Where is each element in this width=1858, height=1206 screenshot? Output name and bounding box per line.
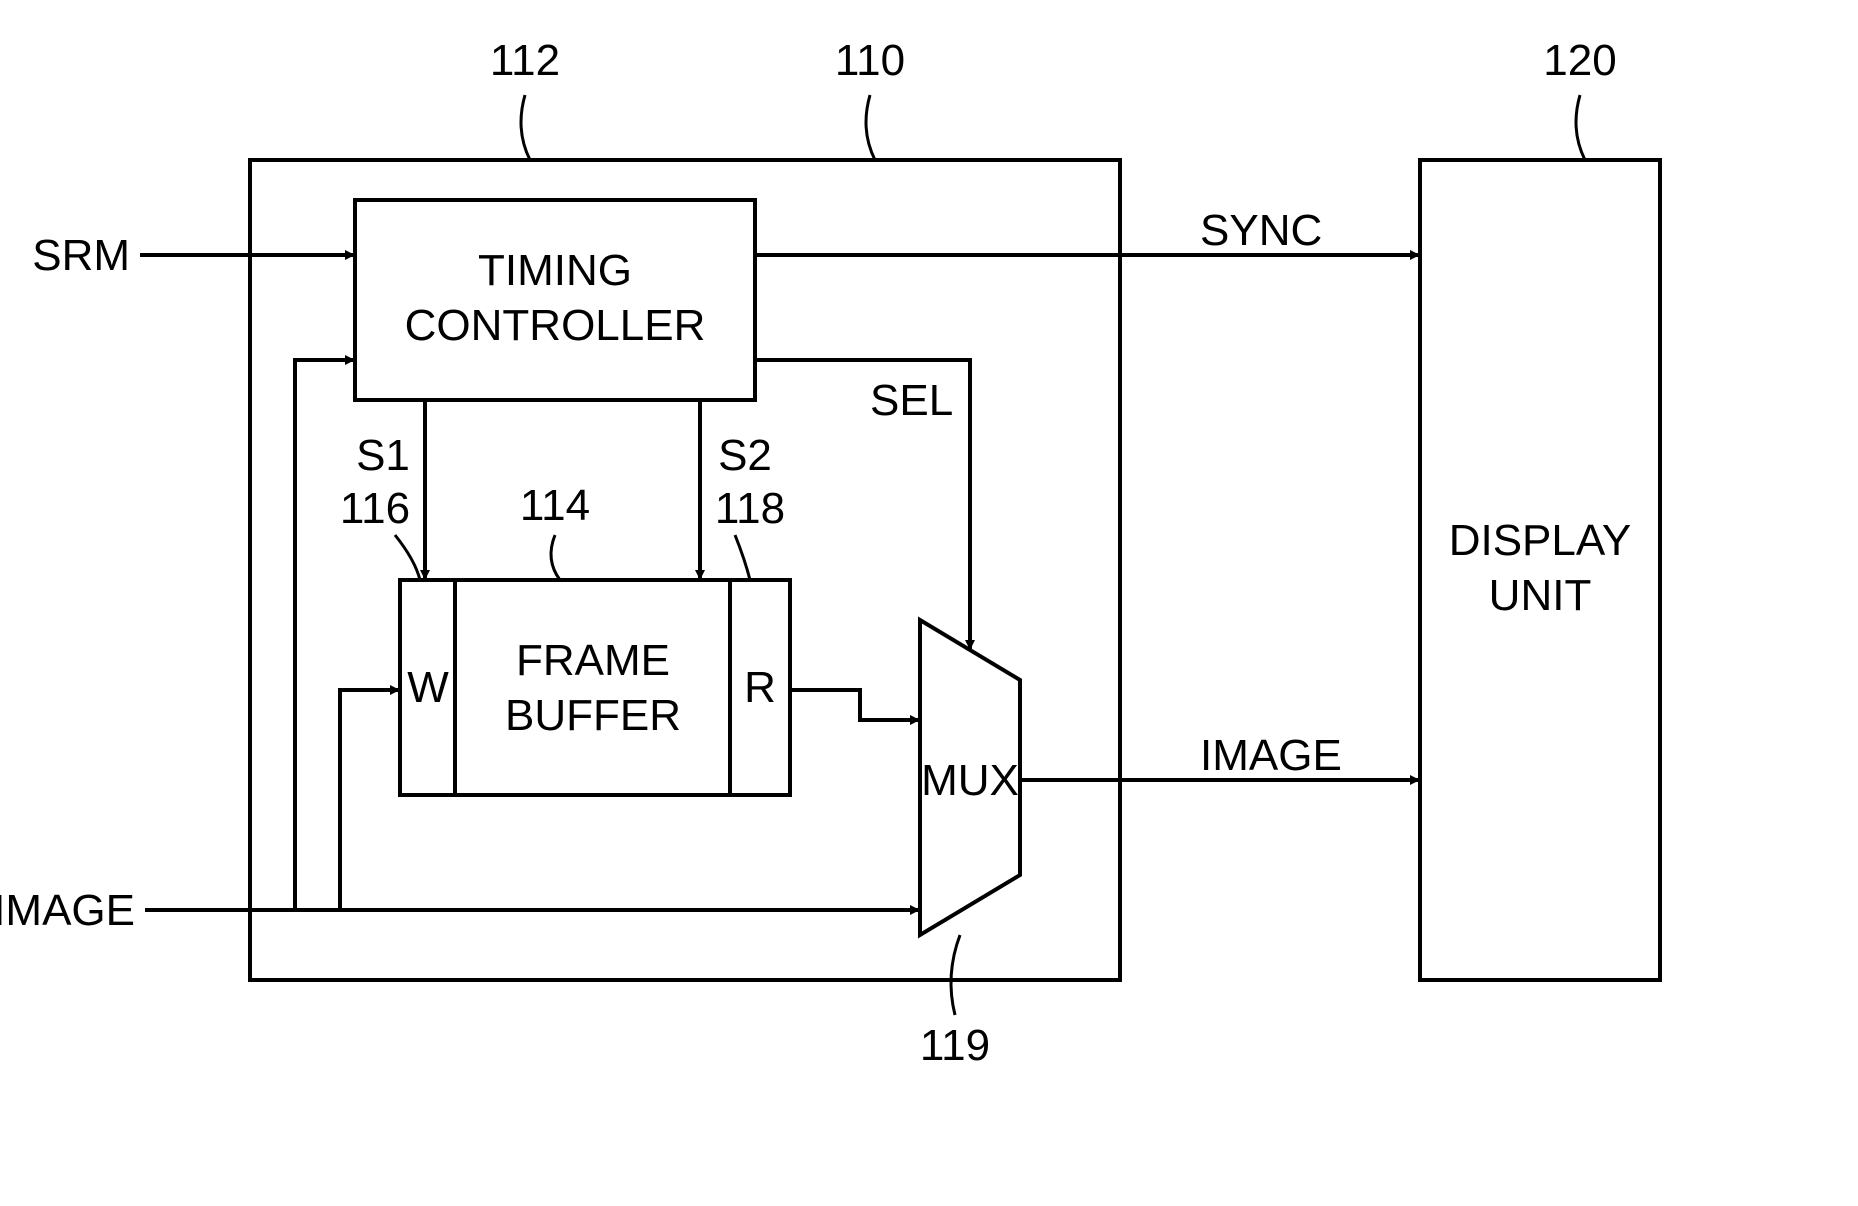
timing-controller-label-1: TIMING	[478, 246, 632, 295]
ref-118: 118	[715, 484, 785, 533]
timing-controller-block	[355, 200, 755, 400]
ref-120: 120	[1543, 36, 1616, 85]
image-out-label: IMAGE	[1200, 731, 1342, 780]
r-to-mux-arrow	[790, 690, 920, 720]
ref-119-leader	[951, 935, 960, 1015]
display-unit-label-2: UNIT	[1489, 571, 1592, 620]
w-label: W	[407, 663, 449, 712]
timing-controller-label-2: CONTROLLER	[405, 301, 706, 350]
s1-label: S1	[356, 431, 410, 480]
controller-block	[250, 160, 1120, 980]
ref-116: 116	[340, 484, 410, 533]
frame-buffer-label-2: BUFFER	[505, 691, 681, 740]
ref-112-leader	[521, 95, 530, 160]
block-diagram: TIMING CONTROLLER W FRAME BUFFER R MUX D…	[0, 0, 1858, 1206]
ref-120-leader	[1576, 95, 1585, 160]
srm-label: SRM	[32, 231, 130, 280]
ref-112: 112	[490, 36, 560, 85]
frame-buffer-label-1: FRAME	[516, 636, 670, 685]
image-to-w-arrow	[340, 690, 400, 910]
r-label: R	[744, 663, 776, 712]
image-in-label: IMAGE	[0, 886, 135, 935]
ref-110-leader	[866, 95, 875, 160]
sync-label: SYNC	[1200, 206, 1322, 255]
s2-label: S2	[718, 431, 772, 480]
ref-116-leader	[395, 535, 420, 580]
ref-119: 119	[920, 1021, 990, 1070]
ref-118-leader	[735, 535, 750, 580]
mux-label: MUX	[921, 756, 1019, 805]
image-to-tc-arrow	[295, 360, 355, 910]
ref-110: 110	[835, 36, 905, 85]
ref-114-leader	[551, 535, 560, 580]
ref-114: 114	[520, 481, 590, 530]
display-unit-label-1: DISPLAY	[1449, 516, 1632, 565]
sel-label: SEL	[870, 376, 953, 425]
display-unit-block	[1420, 160, 1660, 980]
